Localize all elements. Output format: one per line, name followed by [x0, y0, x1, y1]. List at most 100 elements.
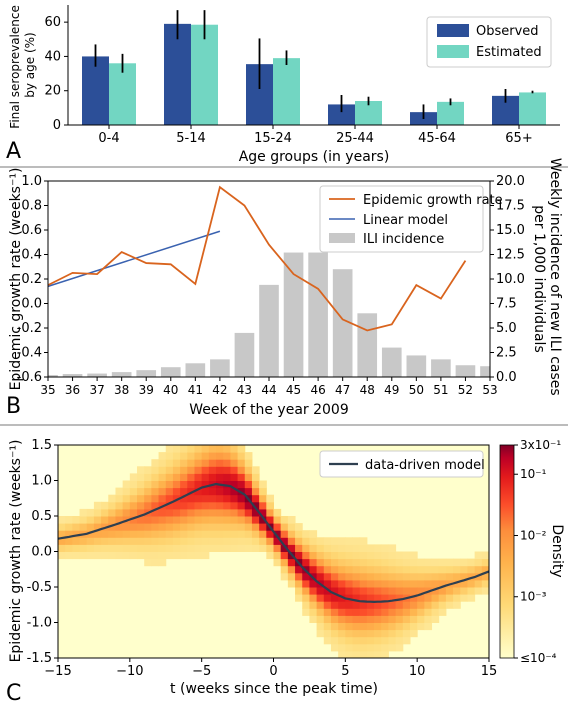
heatmap-cell	[388, 579, 397, 588]
heatmap-cell	[216, 494, 224, 503]
heatmap-cell	[237, 452, 246, 460]
heatmap-cell	[259, 508, 267, 517]
heatmap-cell	[417, 565, 425, 574]
heatmap-cell	[129, 494, 138, 503]
heatmap-cell	[129, 508, 138, 517]
x-tick-label-43: 43	[237, 383, 252, 397]
heatmap-cell	[345, 636, 354, 645]
heatmap-cell	[381, 544, 389, 552]
heatmap-cell	[144, 530, 152, 538]
heatmap-cell	[359, 601, 368, 609]
heatmap-cell	[445, 558, 454, 567]
heatmap-cell	[58, 544, 66, 552]
heatmap-cell	[366, 594, 375, 602]
heatmap-cell	[230, 459, 239, 467]
heatmap-cell	[137, 516, 145, 524]
heatmap-cell	[266, 551, 274, 560]
heatmap-cell	[172, 459, 181, 467]
x-tick-label-5: 5	[341, 664, 349, 679]
heatmap-cell	[259, 480, 267, 489]
y-tick-label-1: 1.0	[21, 174, 42, 189]
heatmap-cell	[93, 508, 102, 517]
heatmap-cell	[108, 516, 116, 524]
heatmap-cell	[129, 473, 138, 481]
heatmap-cell	[137, 537, 145, 545]
heatmap-cell	[345, 579, 354, 588]
heatmap-cell	[101, 508, 109, 517]
heatmap-cell	[251, 544, 260, 552]
heatmap-cell	[223, 459, 231, 467]
panel-b-x-label: Week of the year 2009	[189, 402, 349, 418]
heatmap-cell	[122, 480, 131, 489]
heatmap-cell	[460, 594, 468, 602]
heatmap-cell	[187, 466, 195, 474]
heatmap-cell	[108, 494, 116, 503]
heatmap-cell	[302, 608, 310, 616]
right-y-tick-label-17.5: 17.5	[496, 199, 525, 214]
heatmap-cell	[295, 594, 303, 602]
heatmap-cell	[223, 452, 231, 460]
heatmap-cell	[402, 565, 411, 574]
x-tick-label-45-64: 45-64	[418, 131, 456, 146]
heatmap-cell	[129, 551, 138, 560]
heatmap-cell	[323, 544, 332, 552]
heatmap-cell	[86, 551, 95, 560]
y-tick-label-0.8: 0.8	[21, 199, 42, 214]
colorbar-label: Density	[549, 524, 565, 577]
legend-swatch-estimated	[437, 45, 469, 58]
heatmap-cell	[172, 516, 181, 524]
x-tick-label-49: 49	[384, 383, 399, 397]
heatmap-cell	[237, 516, 246, 524]
x-tick-label-40: 40	[163, 383, 178, 397]
heatmap-cell	[115, 516, 124, 524]
heatmap-cell	[230, 445, 239, 453]
heatmap-cell	[244, 537, 253, 545]
heatmap-cell	[316, 587, 325, 595]
heatmap-cell	[388, 565, 397, 574]
heatmap-cell	[65, 530, 73, 538]
heatmap-cell	[330, 615, 339, 623]
heatmap-cell	[359, 587, 368, 595]
heatmap-cell	[374, 622, 382, 631]
heatmap-cell	[323, 572, 332, 581]
colorbar-tick-label: 10⁻¹	[520, 467, 547, 481]
legend-swatch-observed	[437, 24, 469, 37]
panel-a: 0 20 40 60 0-4 5-14 15-24 25-44 45-64 65+ Final …	[8, 5, 560, 165]
heatmap-cell	[302, 587, 310, 595]
heatmap-cell	[201, 459, 210, 467]
heatmap-cell	[187, 537, 195, 545]
heatmap-cell	[424, 594, 433, 602]
heatmap-cell	[424, 615, 433, 623]
heatmap-cell	[374, 587, 382, 595]
heatmap-cell	[338, 544, 346, 552]
heatmap-cell	[165, 544, 174, 552]
heatmap-cell	[101, 551, 109, 560]
heatmap-cell	[381, 572, 389, 581]
heatmap-cell	[316, 629, 325, 638]
heatmap-cell	[417, 572, 425, 581]
heatmap-cell	[352, 608, 361, 616]
heatmap-cell	[280, 537, 289, 545]
heatmap-cell	[86, 530, 95, 538]
heatmap-cell	[287, 572, 296, 581]
heatmap-cell	[144, 516, 152, 524]
heatmap-cell	[251, 466, 260, 474]
heatmap-cell	[388, 629, 397, 638]
y-tick-label-0.2: 0.2	[21, 272, 42, 287]
heatmap-cell	[395, 615, 404, 623]
heatmap-cell	[144, 544, 152, 552]
heatmap-cell	[194, 516, 203, 524]
heatmap-cell	[323, 608, 332, 616]
heatmap-cell	[273, 508, 282, 517]
right-y-tick-label-12.5: 12.5	[496, 248, 525, 263]
heatmap-cell	[79, 544, 88, 552]
heatmap-cell	[72, 530, 81, 538]
heatmap-cell	[460, 587, 468, 595]
heatmap-cell	[72, 544, 81, 552]
colorbar-tick-label: 3x10⁻¹	[520, 438, 561, 452]
heatmap-cell	[374, 544, 382, 552]
heatmap-cell	[122, 551, 131, 560]
heatmap-cell	[201, 452, 210, 460]
right-y-tick-label-5: 5.0	[496, 321, 517, 336]
heatmap-cell	[431, 601, 440, 609]
